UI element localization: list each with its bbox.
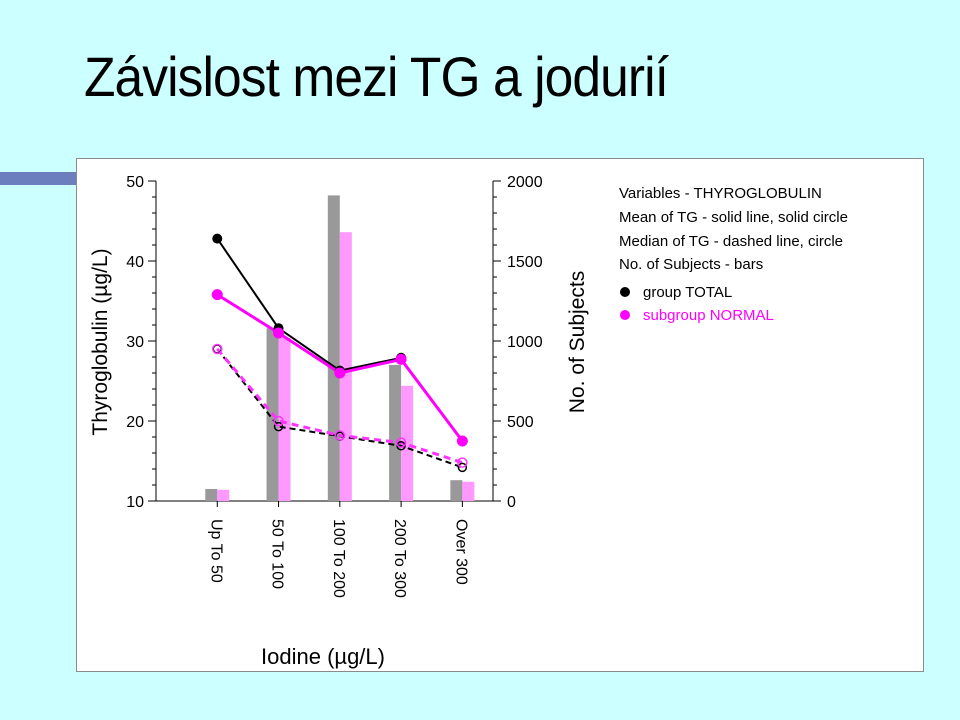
y-tick-label-right: 2000: [507, 174, 543, 191]
line-median-normal: [216, 348, 463, 465]
legend-marker-total: [620, 287, 630, 297]
x-tick-label: Over 300: [452, 519, 469, 585]
legend-marker-normal: [620, 310, 630, 320]
legend-line-3: Median of TG - dashed line, circle: [619, 233, 843, 250]
point-median-normal: [273, 415, 284, 427]
point-median-total: [273, 421, 284, 432]
legend-line-4: No. of Subjects - bars: [619, 256, 763, 273]
point-mean-normal: [273, 327, 285, 339]
y-tick-label-left: 50: [126, 174, 144, 191]
y-tick-label-right: 0: [507, 494, 516, 511]
legend-series-normal: subgroup NORMAL: [643, 307, 774, 324]
y-axis-label-right: No. of Subjects: [566, 271, 589, 413]
legend: Variables - THYROGLOBULIN Mean of TG - s…: [619, 185, 848, 324]
bars: [205, 195, 475, 501]
legend-line-1: Variables - THYROGLOBULIN: [619, 185, 822, 202]
bar-normal: [462, 481, 475, 501]
bar-normal: [278, 337, 291, 501]
y-tick-label-right: 500: [507, 414, 534, 431]
y-tick-label-left: 10: [126, 494, 144, 511]
y-tick-label-left: 20: [126, 414, 144, 431]
point-median-normal: [212, 343, 223, 355]
bar-total: [450, 480, 463, 501]
bar-normal: [217, 489, 230, 501]
point-median-normal: [334, 430, 346, 441]
point-median-normal: [395, 437, 407, 448]
point-mean-normal: [395, 353, 407, 365]
series-points: [211, 233, 468, 473]
point-mean-total: [212, 233, 223, 244]
y-axis-label-left: Thyroglobulin (µg/L): [89, 248, 112, 435]
line-mean-total: [216, 238, 402, 372]
bar-total: [205, 489, 218, 501]
bar-normal: [401, 385, 414, 501]
point-mean-normal: [456, 435, 468, 447]
bar-total: [327, 195, 340, 501]
x-tick-label: 200 To 300: [391, 519, 408, 598]
y-tick-label-left: 40: [126, 254, 144, 271]
chart-frame: 10 20 30 40 50 0 500 1000 1500 2000 Up To 50 50 To …: [76, 158, 924, 672]
slide-title: Závislost mezi TG a jodurií: [84, 45, 669, 108]
x-tick-label: 50 To 100: [269, 519, 286, 589]
point-mean-normal: [334, 367, 346, 379]
x-tick-label: 100 To 200: [330, 519, 347, 598]
x-tick-label: Up To 50: [207, 519, 224, 583]
x-axis-label: Iodine (µg/L): [261, 644, 385, 669]
y-tick-label-right: 1500: [507, 254, 543, 271]
y-tick-label-right: 1000: [507, 334, 543, 351]
y-tick-label-left: 30: [126, 334, 144, 351]
legend-series-total: group TOTAL: [643, 284, 732, 301]
point-mean-normal: [211, 289, 223, 301]
point-median-total: [457, 462, 468, 473]
point-median-normal: [457, 457, 468, 468]
legend-line-2: Mean of TG - solid line, solid circle: [619, 209, 848, 226]
bar-total: [389, 365, 402, 501]
